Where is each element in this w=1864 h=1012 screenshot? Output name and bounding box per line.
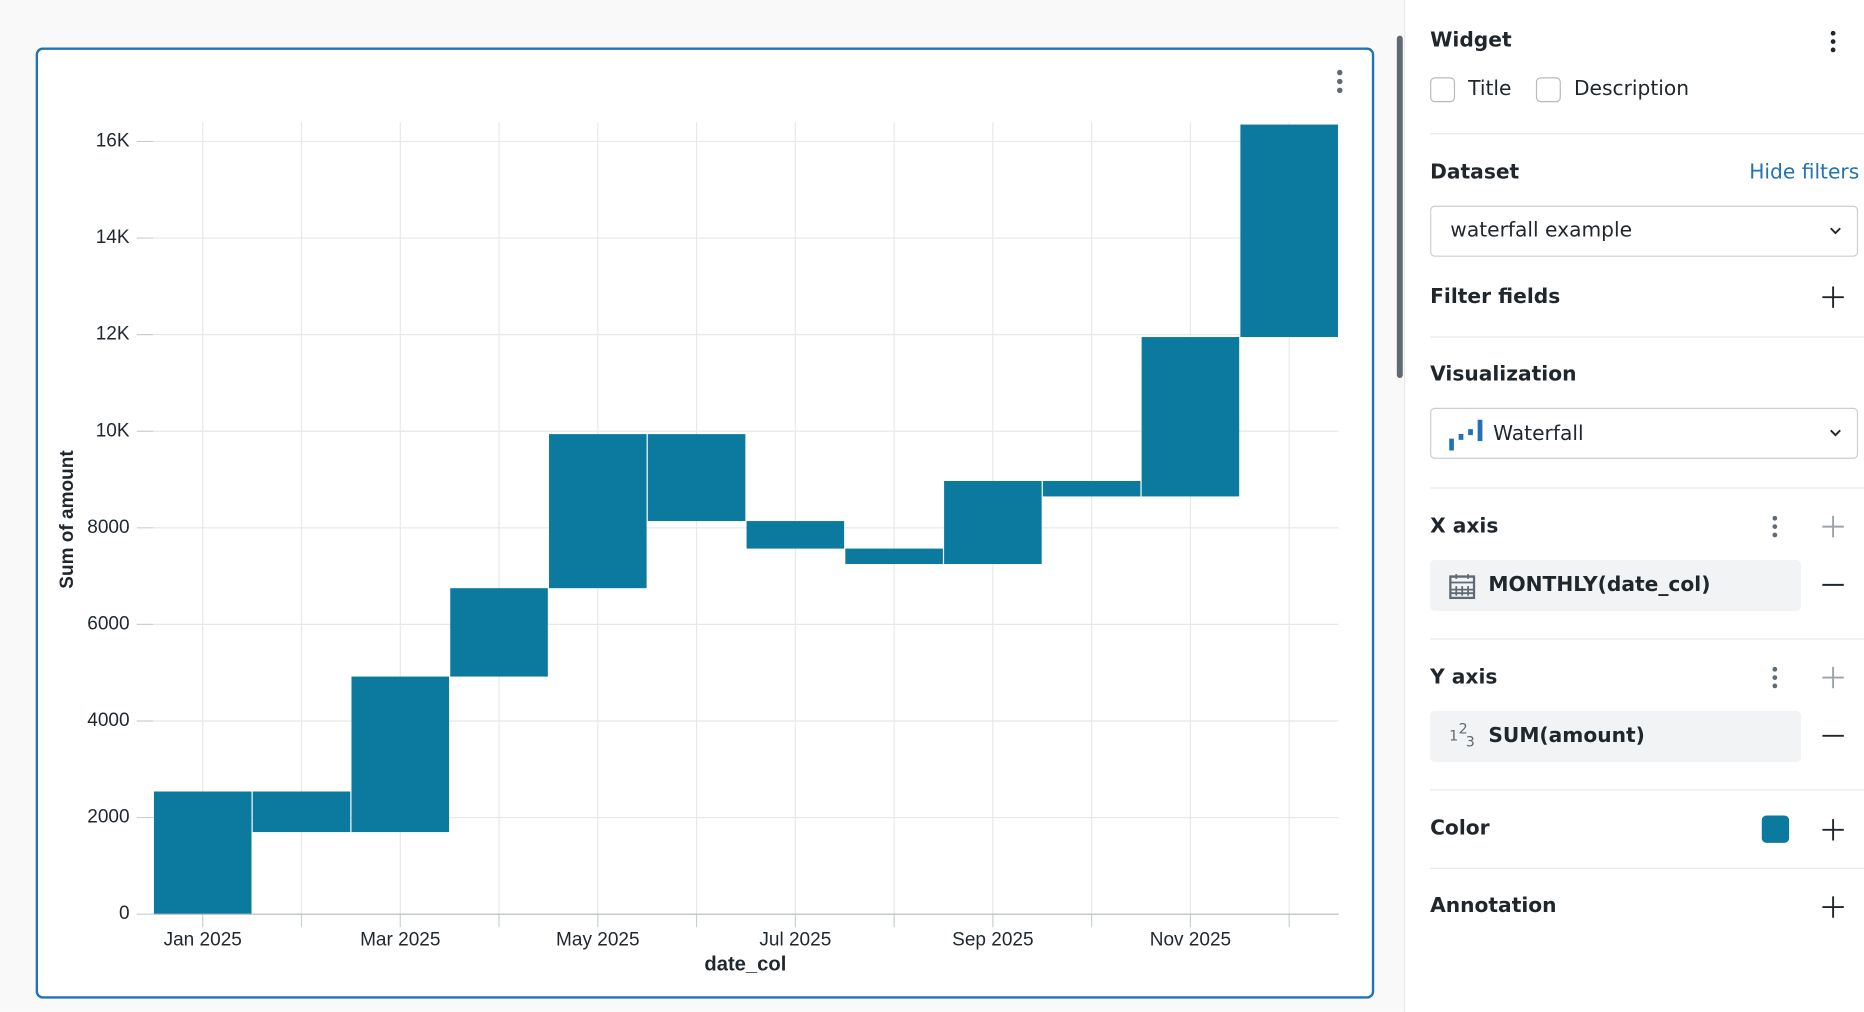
checkbox[interactable] [1535, 77, 1561, 103]
kebab-menu[interactable] [1767, 666, 1784, 692]
bar [450, 588, 548, 677]
checkbox[interactable] [1430, 77, 1456, 103]
divider [1430, 487, 1864, 489]
dataset-select[interactable]: waterfall example [1430, 205, 1859, 257]
y-tick-label: 2000 [87, 807, 129, 828]
remove-button[interactable] [1821, 724, 1845, 748]
y-tick-label: 10K [96, 420, 130, 441]
y-tick-label: 16K [96, 130, 130, 151]
add-button[interactable] [1821, 895, 1845, 919]
section-title: Visualization [1430, 362, 1577, 387]
y-tick-label: 6000 [87, 613, 129, 634]
section-title: Filter fields [1430, 285, 1561, 310]
add-button[interactable] [1821, 285, 1845, 309]
y-tick-label: 0 [119, 903, 130, 924]
field-name: MONTHLY(date_col) [1488, 572, 1711, 597]
y-field[interactable]: 1 2 3 SUM(amount) [1430, 710, 1802, 763]
kebab-menu[interactable] [1825, 30, 1842, 56]
bar [1042, 480, 1141, 497]
bar [549, 434, 647, 589]
x-tick-label: Jan 2025 [164, 929, 242, 950]
bar [1141, 337, 1240, 497]
waterfall-icon [1449, 419, 1483, 451]
widget-card[interactable] [35, 47, 1375, 999]
bar [351, 676, 450, 833]
chevron [1830, 429, 1841, 437]
divider [1430, 133, 1864, 135]
checkbox-label: Title [1468, 77, 1512, 102]
kebab-menu[interactable] [1767, 515, 1784, 541]
section-title: Color [1430, 816, 1490, 841]
y-axis-label: Sum of amount [57, 450, 78, 589]
add-button[interactable] [1821, 666, 1845, 690]
calendar-icon [1449, 574, 1476, 600]
select-value: waterfall example [1450, 218, 1633, 243]
section-title: Y axis [1430, 665, 1498, 690]
section-title: Annotation [1430, 893, 1557, 918]
bar [647, 434, 746, 522]
divider [1430, 867, 1864, 869]
x-axis-label: date_col [704, 954, 786, 976]
number-icon-digit: 2 [1458, 720, 1468, 738]
add-button[interactable] [1821, 818, 1845, 842]
y-tick-label: 8000 [87, 517, 129, 538]
field-name: SUM(amount) [1488, 723, 1645, 748]
bar [1240, 124, 1338, 338]
scrollbar[interactable] [1396, 35, 1403, 379]
menu-dot[interactable] [1337, 69, 1343, 76]
x-tick-label: Jul 2025 [759, 929, 831, 950]
number-icon-digit: 1 [1449, 727, 1459, 745]
number-icon-digit: 3 [1465, 733, 1475, 751]
x-tick-label: Sep 2025 [952, 929, 1033, 950]
chevron [1830, 227, 1841, 235]
select-value: Waterfall [1493, 422, 1584, 446]
menu-dot[interactable] [1337, 78, 1343, 85]
divider [1430, 638, 1864, 640]
visualization-select[interactable]: Waterfall [1430, 407, 1859, 459]
section-title: X axis [1430, 514, 1499, 539]
remove-button[interactable] [1821, 573, 1845, 597]
bar [153, 791, 252, 915]
add-button[interactable] [1821, 515, 1845, 539]
hide-filters-link[interactable]: Hide filters [1749, 160, 1860, 185]
x-tick-label: Nov 2025 [1150, 929, 1231, 950]
color-swatch[interactable] [1761, 815, 1790, 843]
bar [944, 480, 1042, 565]
x-tick-label: May 2025 [556, 929, 640, 950]
menu-dot[interactable] [1337, 87, 1343, 94]
y-tick-label: 4000 [87, 710, 129, 731]
section-title: Widget [1430, 28, 1512, 53]
checkbox-label: Description [1573, 77, 1690, 102]
x-field[interactable]: MONTHLY(date_col) [1430, 559, 1802, 612]
bar [746, 521, 845, 549]
x-tick-label: Mar 2025 [360, 929, 440, 950]
bar [845, 548, 943, 565]
divider [1430, 789, 1864, 791]
y-tick-label: 14K [96, 227, 130, 248]
bar [252, 791, 351, 833]
section-title: Dataset [1430, 160, 1520, 185]
y-tick-label: 12K [96, 324, 130, 345]
chart: Sum of amount date_col 0 2000 4000 6000 8000… [57, 69, 1343, 976]
divider [1430, 336, 1864, 338]
